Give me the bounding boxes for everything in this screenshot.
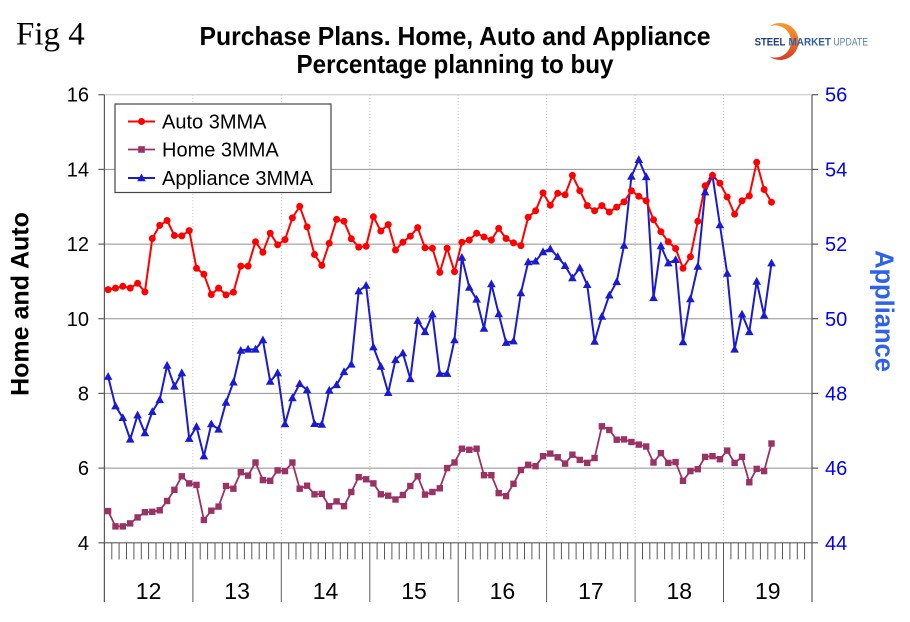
svg-text:46: 46: [825, 458, 847, 480]
svg-text:12: 12: [136, 578, 162, 604]
svg-text:Appliance: Appliance: [870, 250, 898, 372]
svg-text:6: 6: [78, 458, 89, 480]
svg-text:19: 19: [755, 578, 781, 604]
svg-text:Fig 4: Fig 4: [16, 17, 85, 53]
svg-text:Auto 3MMA: Auto 3MMA: [162, 112, 267, 134]
svg-text:STEEL: STEEL: [755, 36, 786, 48]
svg-text:52: 52: [825, 234, 847, 256]
svg-text:Home 3MMA: Home 3MMA: [162, 140, 279, 162]
svg-text:50: 50: [825, 309, 847, 331]
svg-text:16: 16: [67, 85, 89, 107]
svg-text:15: 15: [401, 578, 427, 604]
svg-text:Home and Auto: Home and Auto: [7, 212, 35, 396]
svg-text:Appliance 3MMA: Appliance 3MMA: [162, 168, 314, 190]
svg-text:Percentage planning to buy: Percentage planning to buy: [297, 49, 614, 79]
svg-text:MARKET: MARKET: [789, 36, 832, 48]
svg-text:16: 16: [490, 578, 516, 604]
svg-text:14: 14: [67, 159, 89, 181]
svg-text:10: 10: [67, 309, 89, 331]
svg-text:17: 17: [578, 578, 604, 604]
svg-text:14: 14: [313, 578, 339, 604]
svg-text:44: 44: [825, 533, 847, 555]
svg-text:UPDATE: UPDATE: [833, 36, 868, 48]
svg-text:48: 48: [825, 383, 847, 405]
svg-text:56: 56: [825, 85, 847, 107]
svg-text:18: 18: [667, 578, 693, 604]
svg-text:12: 12: [67, 234, 89, 256]
svg-text:4: 4: [78, 533, 89, 555]
svg-text:8: 8: [78, 383, 89, 405]
svg-text:13: 13: [224, 578, 250, 604]
svg-text:54: 54: [825, 159, 847, 181]
svg-text:Purchase Plans. Home, Auto and: Purchase Plans. Home, Auto and Appliance: [200, 21, 711, 51]
